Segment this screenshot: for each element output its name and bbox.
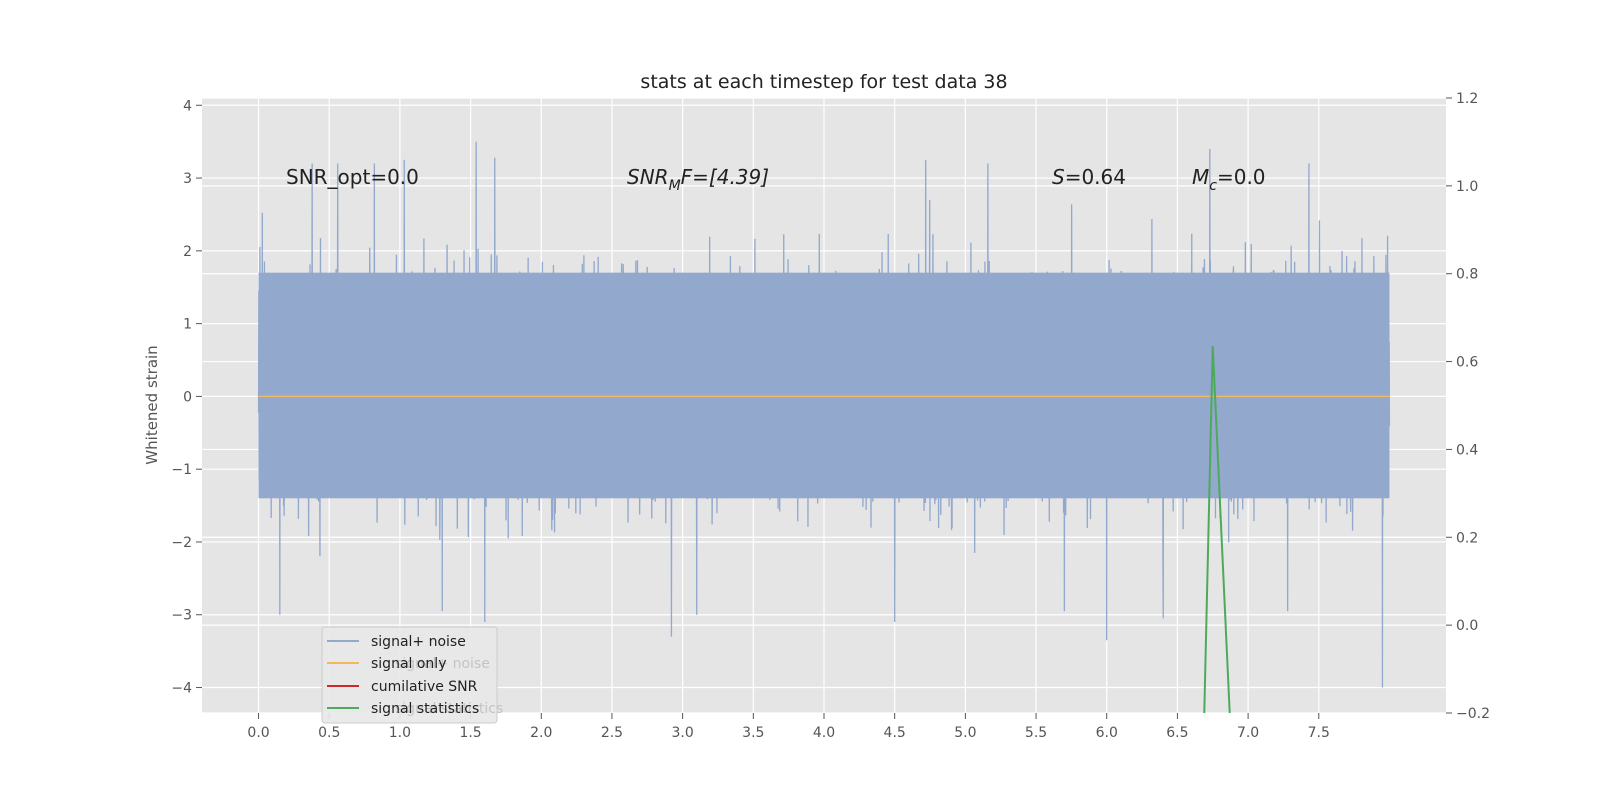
y-tick-label: −4 — [171, 681, 192, 697]
ghost-legend-label: signal+ noise — [395, 656, 490, 672]
annotation-snr-opt: SNR_opt=0.0 — [286, 165, 419, 189]
signal-noise-line — [257, 141, 1391, 688]
signal-statistics-line — [1203, 346, 1231, 714]
annotation-snr-mf: SNRMF=[4.39] — [627, 165, 769, 194]
y2-tick-label: 0.4 — [1456, 442, 1478, 458]
legend-label-signal-only: signal only — [371, 656, 446, 672]
x-tick-label: 5.0 — [954, 725, 976, 741]
legend: signal+ noise signal statistics signal+ … — [321, 626, 503, 724]
x-tick-label: 1.5 — [459, 725, 481, 741]
y-tick-label: −3 — [171, 608, 192, 624]
legend-box — [321, 626, 498, 724]
x-tick-label: 7.5 — [1308, 725, 1330, 741]
y2-tick-label: 0.8 — [1456, 267, 1478, 283]
y-tick-label: 3 — [183, 171, 192, 187]
y-tick-label: −1 — [171, 462, 192, 478]
chart-title: stats at each timestep for test data 38 — [640, 71, 1007, 93]
y-tick-label: 1 — [183, 317, 192, 333]
x-tick-label: 2.0 — [530, 725, 552, 741]
y-tick-label: 2 — [183, 244, 192, 260]
x-tick-label: 3.0 — [672, 725, 694, 741]
x-tick-label: 6.0 — [1096, 725, 1118, 741]
y2-tick-label: 0.0 — [1456, 618, 1478, 634]
ghost-legend-label: signal statistics — [395, 701, 503, 717]
annotation-s: S=0.64 — [1052, 165, 1126, 189]
x-tick-label: 3.5 — [742, 725, 764, 741]
y-tick-label: 4 — [183, 98, 192, 114]
x-tick-label: 0.5 — [318, 725, 340, 741]
signal-noise-series — [257, 141, 1391, 688]
y2-tick-label: 0.6 — [1456, 355, 1478, 371]
y2-tick-label: 0.2 — [1456, 530, 1478, 546]
y2-tick-label: −0.2 — [1456, 706, 1490, 722]
legend-label-signal-statistics: signal statistics — [371, 701, 479, 717]
y-axis-label: Whitened strain — [143, 345, 161, 464]
x-tick-label: 6.5 — [1166, 725, 1188, 741]
left-y-axis: 4 3 2 1 0 −1 −2 −3 −4 — [171, 98, 202, 697]
legend-label-signal-noise: signal+ noise — [371, 634, 466, 650]
x-tick-label: 7.0 — [1237, 725, 1259, 741]
x-tick-label: 5.5 — [1025, 725, 1047, 741]
right-y-axis: 1.2 1.0 0.8 0.6 0.4 0.2 0.0 −0.2 — [1446, 91, 1490, 722]
y2-tick-label: 1.2 — [1456, 91, 1478, 107]
x-tick-label: 1.0 — [389, 725, 411, 741]
x-tick-label: 4.5 — [884, 725, 906, 741]
y-tick-label: 0 — [183, 389, 192, 405]
x-tick-label: 0.0 — [247, 725, 269, 741]
legend-label-cumilative-snr: cumilative SNR — [371, 679, 478, 695]
x-tick-label: 4.0 — [813, 725, 835, 741]
x-axis: 0.0 0.5 1.0 1.5 2.0 2.5 3.0 3.5 4.0 4.5 5.0 5.5 6.0 6… — [247, 713, 1330, 741]
annotation-mc: Mc=0.0 — [1192, 165, 1266, 194]
y2-tick-label: 1.0 — [1456, 179, 1478, 195]
y-tick-label: −2 — [171, 535, 192, 551]
x-tick-label: 2.5 — [601, 725, 623, 741]
